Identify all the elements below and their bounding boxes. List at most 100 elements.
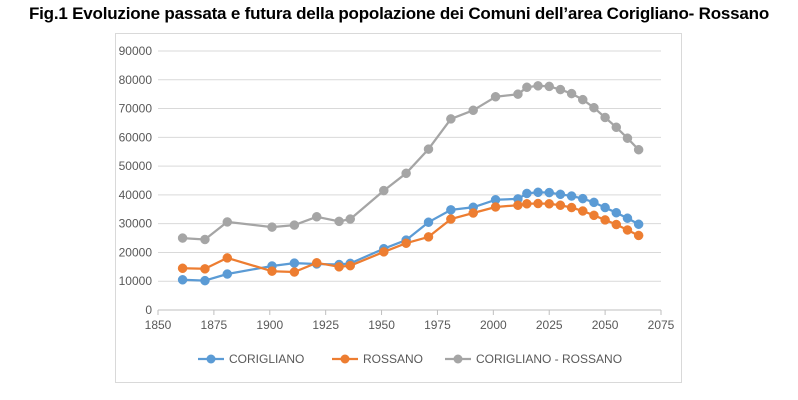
data-point [177,233,188,243]
line-chart: 0 10000 20000 30000 40000 50000 60000 70000 8000… [119,44,675,366]
y-tick-label: 80000 [119,73,153,87]
data-point [555,200,566,210]
data-point [589,102,599,113]
data-point [600,202,610,213]
data-point [490,92,501,102]
data-point [200,264,210,274]
data-point [289,258,300,268]
data-point [544,81,554,92]
data-point [379,247,389,257]
data-point [555,189,566,200]
data-point [633,144,644,155]
x-tick-label: 1950 [368,318,395,332]
data-point [533,187,543,198]
y-tick-label: 50000 [119,159,153,173]
x-tick-label: 2050 [592,318,619,332]
data-point [177,263,188,274]
data-point [222,217,233,227]
data-point [345,214,356,224]
data-point [566,202,577,213]
data-point [611,122,622,133]
data-point [600,215,610,225]
legend-label: CORIGLIANO - ROSSANO [476,352,622,366]
data-point [267,266,277,276]
data-point [513,89,523,99]
data-point [446,114,456,124]
chart-area: 0 10000 20000 30000 40000 50000 60000 70000 8000… [115,33,682,383]
legend-item: ROSSANO [332,352,423,366]
data-point [222,253,233,263]
data-point [423,232,434,242]
data-point [544,187,554,198]
x-tick-label: 1975 [424,318,451,332]
data-point [622,213,633,223]
data-point [345,260,356,271]
legend-label: CORIGLIANO [229,352,304,366]
x-tick-label: 1925 [312,318,339,332]
data-point [566,88,577,99]
data-point [311,212,322,222]
data-point [633,230,644,241]
x-tick-label: 1875 [201,318,228,332]
data-point [289,220,300,230]
data-point [334,216,344,227]
data-point [578,94,588,105]
series-rossano [177,198,644,277]
data-point [200,234,210,245]
data-point [578,206,588,216]
data-point [522,82,532,93]
data-point [334,262,344,272]
data-point [446,205,456,215]
data-point [200,275,210,286]
data-point [589,210,599,221]
data-point [423,217,434,227]
data-point [566,191,577,201]
y-tick-label: 40000 [119,188,153,202]
data-point [589,197,599,208]
y-tick-label: 90000 [119,44,153,58]
data-point [622,133,633,143]
x-tick-label: 2000 [480,318,507,332]
data-point [522,188,532,199]
data-point [544,199,554,209]
y-tick-label: 60000 [119,130,153,144]
data-point [311,258,322,268]
legend-item: CORIGLIANO - ROSSANO [445,352,622,366]
legend-marker [206,354,216,364]
y-tick-label: 10000 [119,274,153,288]
data-point [578,193,588,204]
legend-label: ROSSANO [363,352,423,366]
y-tick-label: 70000 [119,102,153,116]
y-tick-label: 30000 [119,217,153,231]
data-point [611,219,622,230]
data-point [446,214,456,224]
data-point [379,185,389,196]
data-point [468,208,478,218]
data-point [423,144,434,154]
x-tick-label: 1900 [256,318,283,332]
data-point [401,238,411,248]
data-point [513,200,523,210]
x-tick-label: 1850 [145,318,172,332]
legend-marker [453,354,463,364]
y-tick-label: 0 [145,303,152,317]
x-tick-label: 2025 [536,318,563,332]
data-point [401,168,411,179]
page-title: Fig.1 Evoluzione passata e futura della … [28,4,770,23]
legend-marker [340,354,350,364]
data-point [267,222,277,232]
data-point [522,199,532,209]
data-point [611,207,622,218]
data-point [633,219,644,229]
data-point [468,105,478,116]
series-corigliano [177,187,644,286]
data-point [600,112,610,123]
data-point [289,267,300,277]
x-tick-label: 2075 [648,318,675,332]
legend-item: CORIGLIANO [198,352,304,366]
data-point [177,275,188,285]
data-point [555,84,566,95]
data-point [533,81,543,91]
series-corigliano-rossano [177,81,644,245]
data-point [622,225,633,235]
